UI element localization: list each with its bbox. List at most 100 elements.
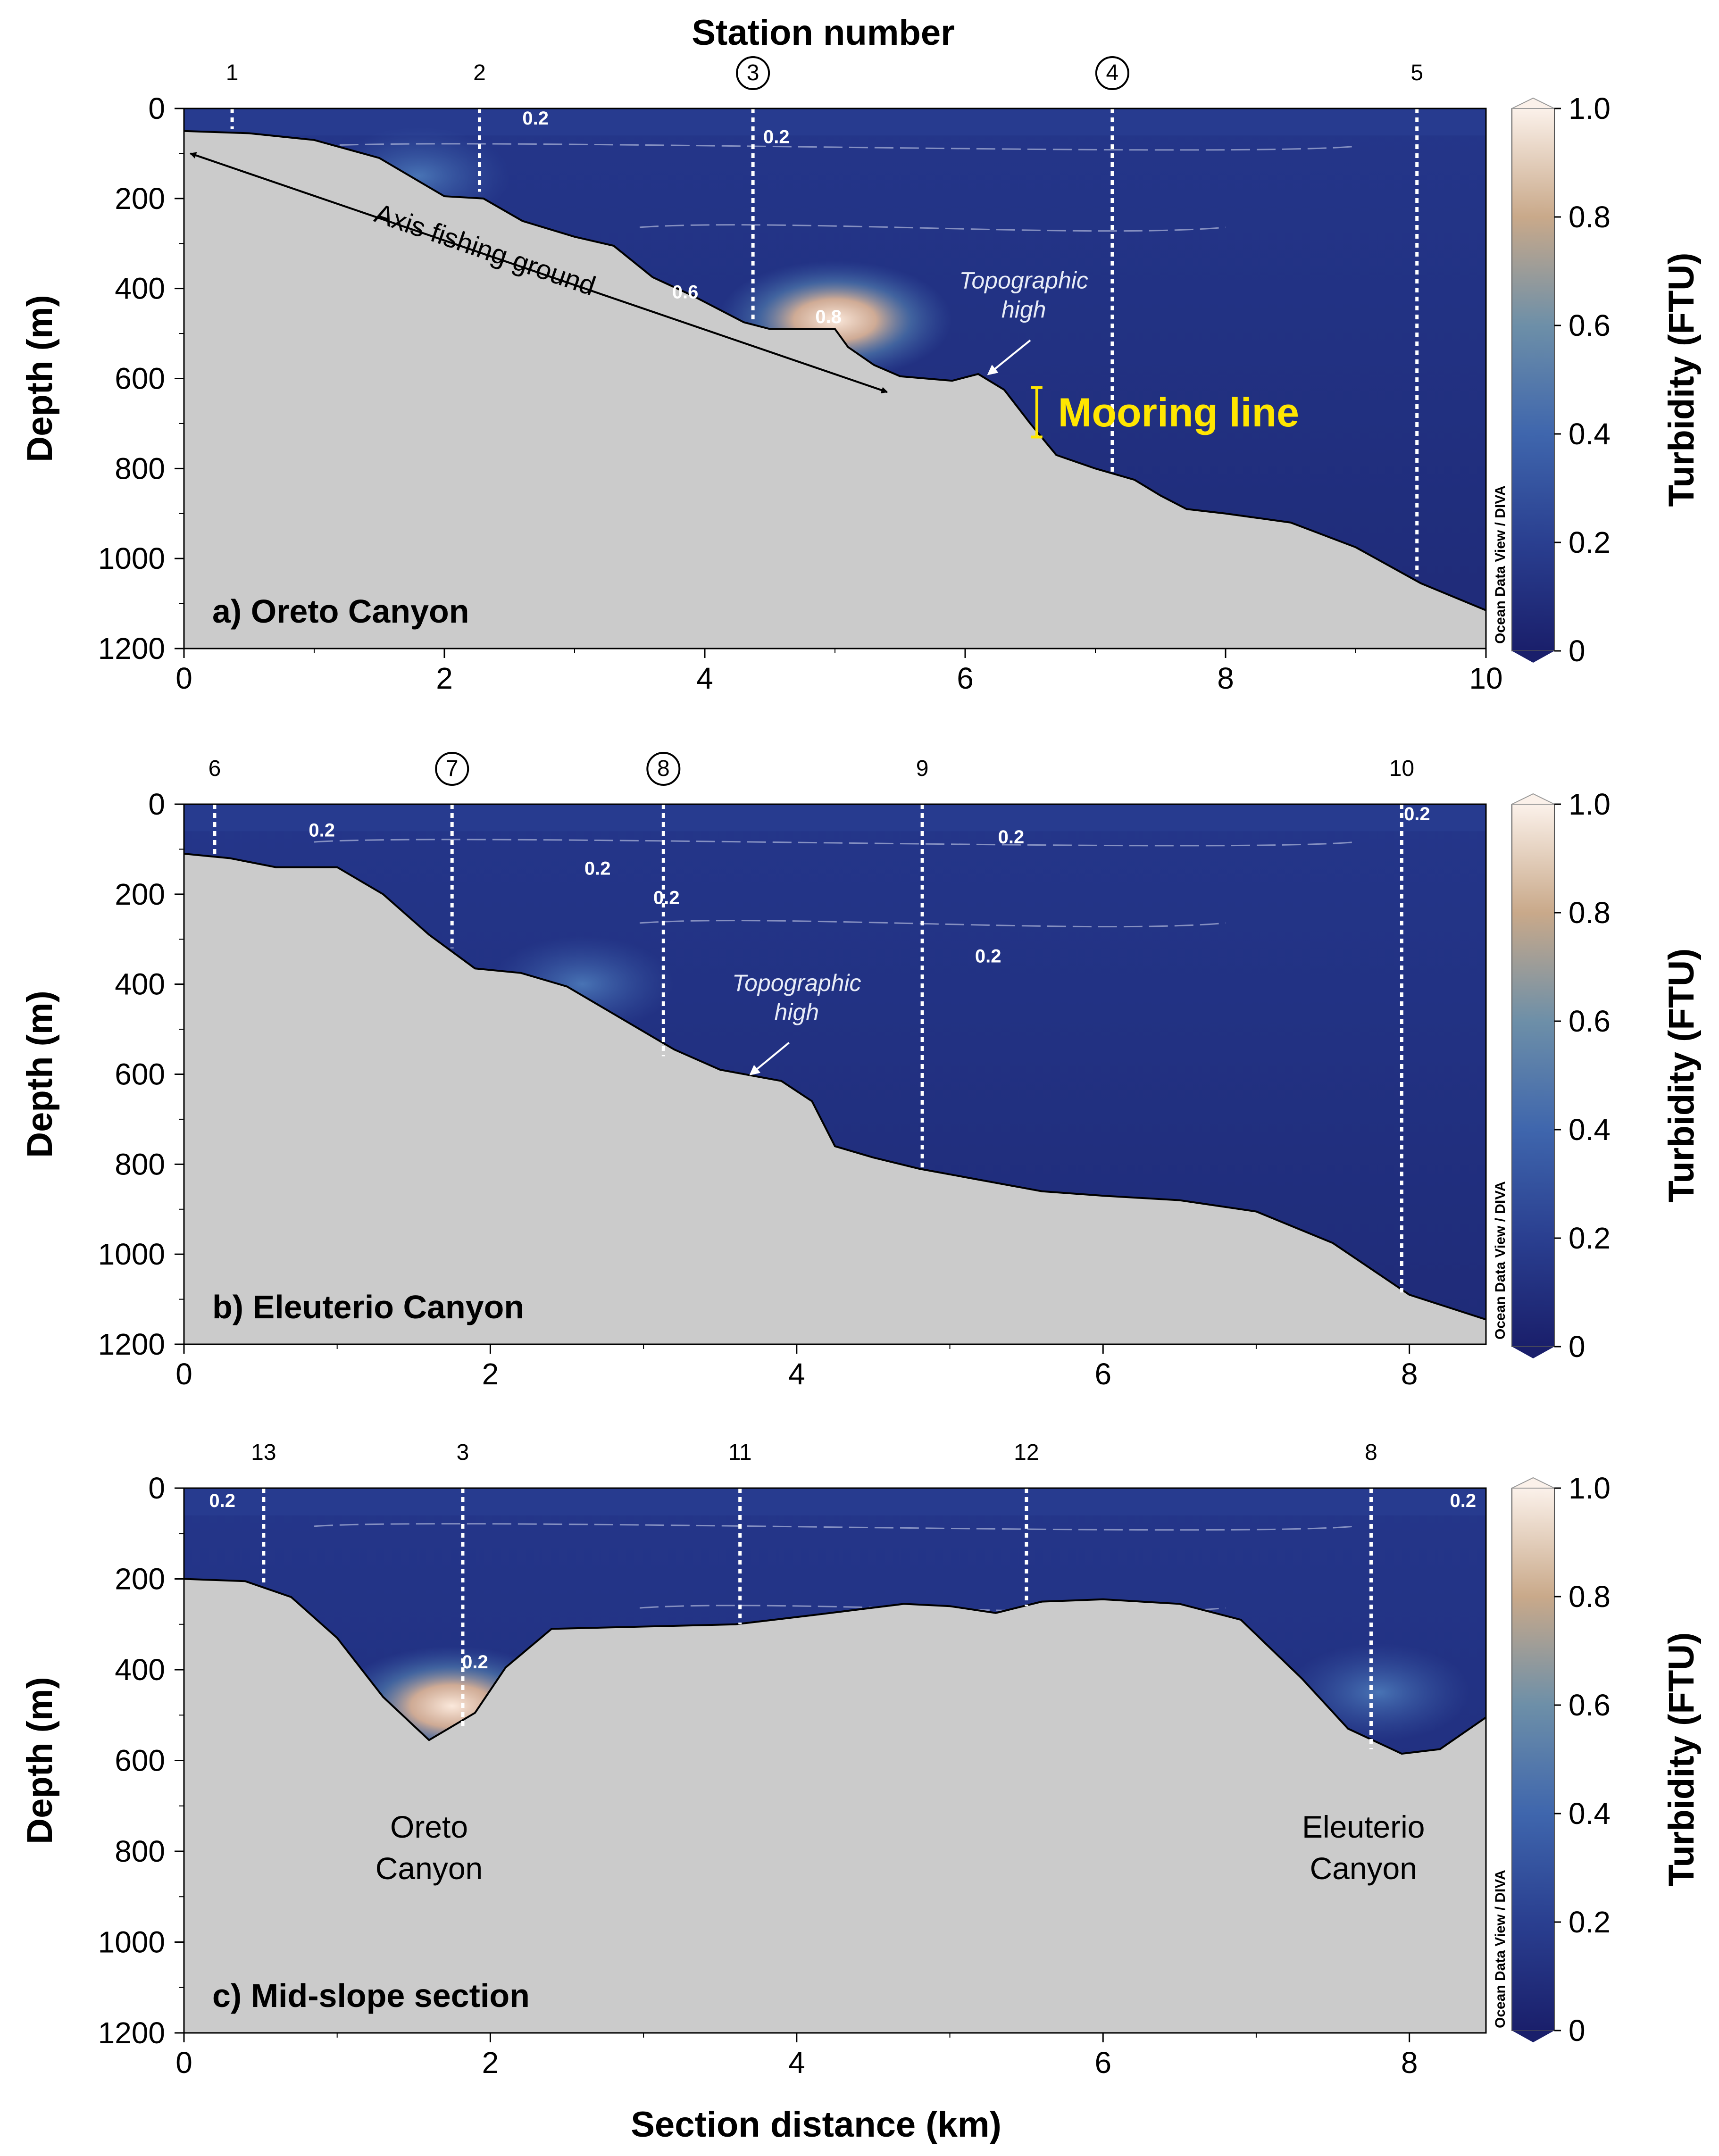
y-tick-label: 0	[148, 787, 165, 821]
depth-ylabel: Depth (m)	[20, 1677, 60, 1844]
panel-title: b) Eleuterio Canyon	[212, 1289, 524, 1325]
colorbar-tick-label: 0	[1569, 1330, 1585, 1364]
colorbar-tick-label: 0	[1569, 2014, 1585, 2048]
colorbar-tick-label: 0.2	[1569, 1905, 1611, 1939]
x-tick-label: 2	[436, 661, 453, 695]
colorbar-tick-label: 0.2	[1569, 1221, 1611, 1255]
y-tick-label: 800	[115, 1834, 165, 1868]
station-label-4: 4	[1106, 60, 1119, 85]
contour-label-1: 0.2	[209, 1490, 235, 1511]
colorbar-label: Turbidity (FTU)	[1661, 949, 1702, 1203]
station-label-6: 6	[209, 756, 221, 781]
y-tick-label: 400	[115, 967, 165, 1001]
oreto-canyon-label-2: Canyon	[376, 1851, 483, 1886]
y-tick-label: 600	[115, 362, 165, 396]
depth-ylabel: Depth (m)	[20, 991, 60, 1158]
x-tick-label: 6	[957, 661, 974, 695]
x-tick-label: 4	[788, 2046, 805, 2080]
y-tick-label: 800	[115, 1147, 165, 1181]
colorbar-tick-label: 0	[1569, 634, 1585, 668]
station-circle-8	[646, 752, 681, 786]
colorbar-top-cap	[1511, 793, 1555, 805]
station-number-title: Station number	[692, 13, 954, 53]
topographic-high-label-2: high	[1001, 297, 1046, 323]
x-tick-label: 2	[482, 2046, 499, 2080]
y-tick-label: 1200	[98, 2016, 165, 2050]
station-label-12: 12	[1014, 1440, 1039, 1465]
contour-line-2	[639, 224, 1226, 232]
colorbar-tick-label: 0.8	[1569, 200, 1611, 234]
mooring-line-label: Mooring line	[1058, 390, 1299, 435]
contour-label-4: 0.8	[815, 307, 842, 327]
eleuterio-canyon-label-2: Canyon	[1310, 1851, 1417, 1886]
y-tick-label: 800	[115, 451, 165, 485]
colorbar-tick-label: 0.2	[1569, 525, 1611, 559]
station-label-2: 2	[473, 60, 486, 85]
contour-label-3: 0.2	[1450, 1490, 1476, 1511]
station-label-1: 1	[226, 60, 239, 85]
y-tick-label: 1200	[98, 632, 165, 666]
topographic-high-label-2: high	[775, 999, 819, 1025]
colorbar-tick-label: 0.8	[1569, 896, 1611, 930]
station-label-10: 10	[1389, 756, 1414, 781]
contour-label-6: 0.2	[1404, 804, 1430, 824]
contour-label-3: 0.6	[672, 282, 699, 302]
station-circle-4	[1095, 56, 1129, 90]
colorbar-bottom-cap	[1512, 1347, 1554, 1358]
y-tick-label: 1000	[98, 1237, 165, 1271]
x-tick-label: 4	[788, 1357, 805, 1391]
colorbar-tick-label: 0.6	[1569, 308, 1611, 342]
seafloor-line	[184, 130, 1486, 611]
colorbar-tick-label: 0.6	[1569, 1688, 1611, 1722]
colorbar-tick-label: 1.0	[1569, 787, 1611, 821]
x-tick-label: 4	[696, 661, 713, 695]
contour-label-3: 0.2	[653, 888, 680, 908]
surface-layer	[184, 108, 1486, 136]
contour-label-1: 0.2	[309, 820, 335, 841]
contour-line-1	[314, 839, 1356, 847]
colorbar-tick-label: 0.4	[1569, 417, 1611, 451]
contour-label-5: 0.2	[975, 946, 1001, 967]
colorbar-bottom-cap	[1512, 651, 1554, 663]
x-tick-label: 6	[1094, 1357, 1111, 1391]
station-label-13: 13	[251, 1440, 276, 1465]
contour-label-2: 0.2	[584, 858, 611, 879]
x-tick-label: 8	[1217, 661, 1234, 695]
station-label-8: 8	[1365, 1440, 1377, 1465]
colorbar-tick-label: 0.8	[1569, 1580, 1611, 1614]
topographic-high-arrow	[987, 339, 1031, 375]
panel-title: a) Oreto Canyon	[212, 593, 469, 630]
y-tick-label: 0	[148, 92, 165, 125]
contour-label-4: 0.2	[998, 827, 1025, 848]
seabed	[184, 1579, 1486, 2033]
panel-1: 1 2 3 4 5 0.2 0.2 0.6 0.8 0 200 400 600 800 1000 1200 0 2…	[20, 56, 1702, 695]
y-tick-label: 200	[115, 1562, 165, 1596]
y-tick-label: 200	[115, 877, 165, 911]
colorbar-bottom-cap	[1512, 2031, 1554, 2042]
y-tick-label: 600	[115, 1057, 165, 1091]
seafloor-line	[184, 1578, 1486, 1755]
depth-ylabel: Depth (m)	[20, 295, 60, 462]
colorbar-top-cap	[1511, 1477, 1555, 1489]
surface-layer	[184, 1488, 1486, 1515]
y-tick-label: 1200	[98, 1327, 165, 1361]
colorbar-label: Turbidity (FTU)	[1661, 253, 1702, 507]
oreto-canyon-label: Oreto	[390, 1809, 468, 1844]
seabed	[184, 131, 1486, 649]
x-tick-label: 8	[1401, 1357, 1418, 1391]
station-label-11: 11	[728, 1440, 752, 1465]
y-tick-label: 0	[148, 1471, 165, 1505]
station-label-9: 9	[916, 756, 929, 781]
x-tick-label: 0	[175, 661, 192, 695]
station-label-7: 7	[446, 756, 459, 781]
panel-2: 6 7 8 9 10 0.2 0.2 0.2 0.2 0.2 0.2 0 200 400 600 800 100…	[20, 752, 1702, 1391]
y-tick-label: 400	[115, 272, 165, 306]
contour-line-1	[314, 1523, 1356, 1531]
seafloor-line	[184, 852, 1486, 1321]
station-label-8: 8	[657, 756, 670, 781]
x-tick-label: 10	[1469, 661, 1502, 695]
colorbar-tick-label: 0.4	[1569, 1797, 1611, 1831]
y-tick-label: 400	[115, 1653, 165, 1687]
topographic-high-label: Topographic	[960, 267, 1088, 294]
